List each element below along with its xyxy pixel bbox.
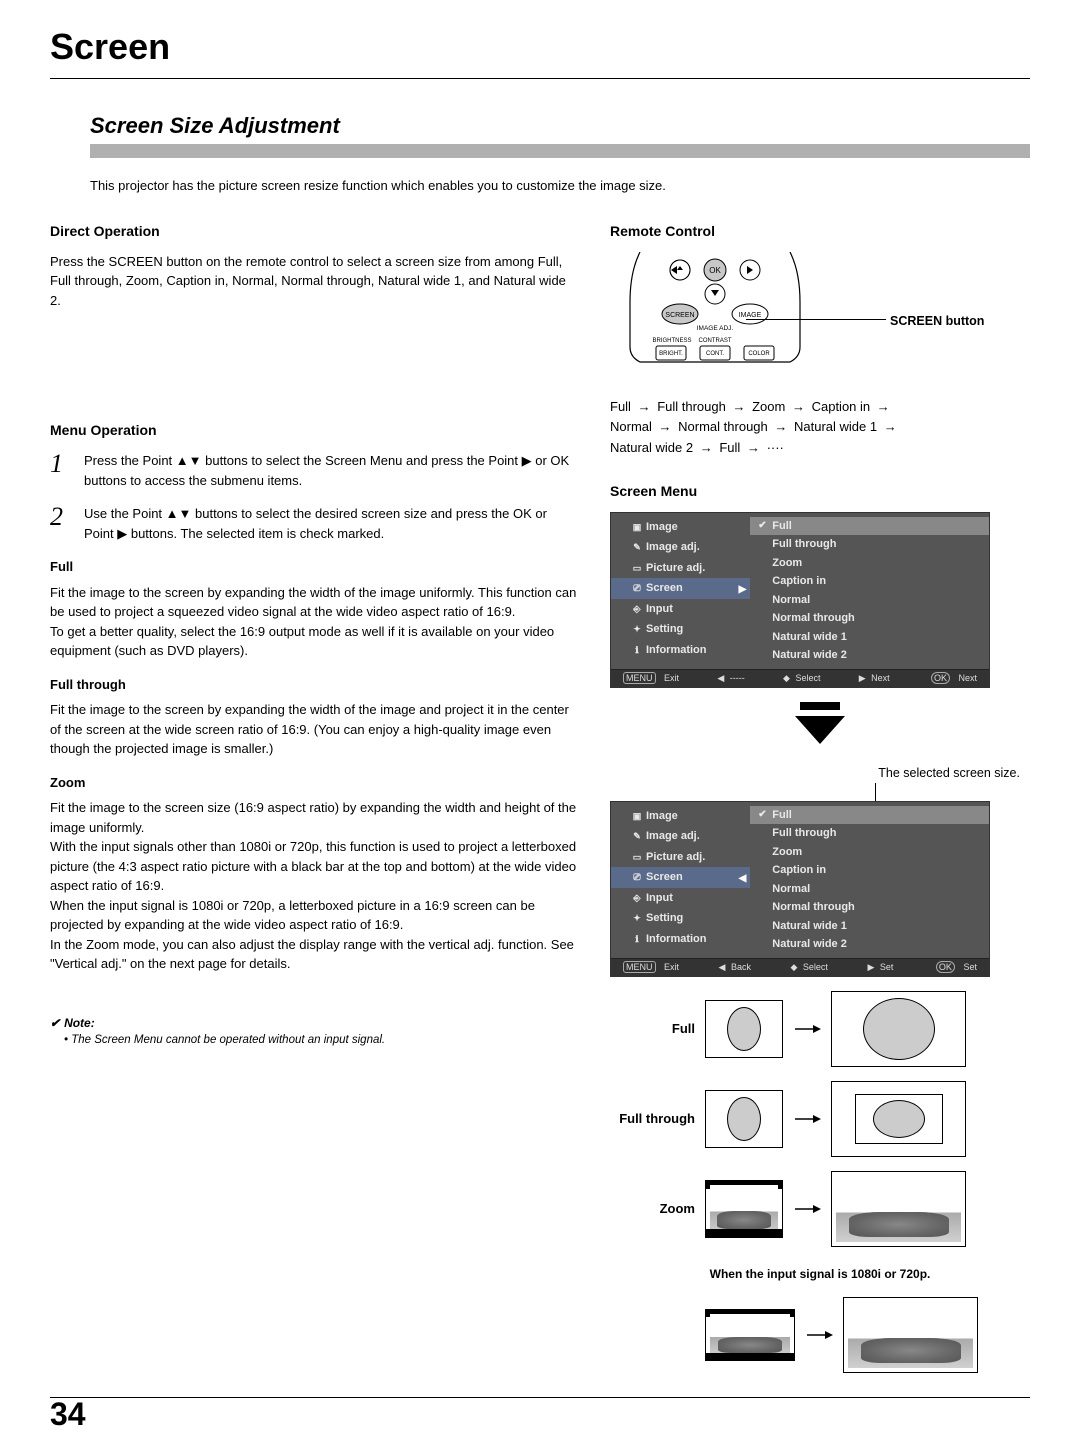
osd-item-setting: ✦Setting bbox=[611, 908, 750, 929]
selected-size-label: The selected screen size. bbox=[610, 764, 1020, 783]
svg-text:BRIGHTNESS: BRIGHTNESS bbox=[652, 338, 691, 344]
svg-text:CONTRAST: CONTRAST bbox=[699, 338, 732, 344]
osd-item-image: ▣Image bbox=[611, 517, 750, 538]
mode-full-body: Fit the image to the screen by expanding… bbox=[50, 583, 580, 661]
divider bbox=[50, 78, 1030, 79]
note-block: Note: • The Screen Menu cannot be operat… bbox=[50, 1014, 580, 1049]
osd-footer: MENU Exit ◀ Back ◆ Select ▶ Set OK Set bbox=[611, 958, 989, 977]
osd-item-image: ▣Image bbox=[611, 806, 750, 827]
right-column: Remote Control OK SCREEN IMAGE IMAGE ADJ… bbox=[610, 221, 1030, 1388]
leader-line bbox=[875, 783, 876, 801]
osd-footer: MENU Exit ◀ ----- ◆ Select ▶ Next OK Nex… bbox=[611, 669, 989, 688]
osd-sub-natural1: Natural wide 1 bbox=[750, 917, 989, 936]
diagram-zoom: Zoom bbox=[610, 1171, 1030, 1247]
svg-text:IMAGE: IMAGE bbox=[739, 312, 762, 319]
osd-item-information: ℹInformation bbox=[611, 929, 750, 950]
osd-sub-natural2: Natural wide 2 bbox=[750, 935, 989, 954]
osd-item-input: ⎆Input bbox=[611, 599, 750, 620]
diagram-full-through: Full through bbox=[610, 1081, 1030, 1157]
osd-sub-captionin: Caption in bbox=[750, 861, 989, 880]
osd-sub-natural2: Natural wide 2 bbox=[750, 646, 989, 665]
screen-menu-heading: Screen Menu bbox=[610, 481, 1030, 502]
step-number: 2 bbox=[50, 504, 72, 543]
svg-text:IMAGE ADJ.: IMAGE ADJ. bbox=[697, 325, 734, 332]
ok-button-label: OK bbox=[709, 266, 721, 275]
remote-heading: Remote Control bbox=[610, 221, 1030, 242]
diagram-full: Full bbox=[610, 991, 1030, 1067]
osd-sub-captionin: Caption in bbox=[750, 572, 989, 591]
mode-zoom-heading: Zoom bbox=[50, 773, 580, 793]
osd-menu-1: ▣Image ✎Image adj. ▭Picture adj. ⎚Screen… bbox=[610, 512, 990, 689]
osd-item-information: ℹInformation bbox=[611, 640, 750, 661]
leader-line bbox=[746, 319, 886, 320]
mode-fullthrough-heading: Full through bbox=[50, 675, 580, 695]
mode-zoom-body: Fit the image to the screen size (16:9 a… bbox=[50, 798, 580, 974]
note-heading: Note: bbox=[50, 1014, 580, 1032]
osd-item-image-adj: ✎Image adj. bbox=[611, 537, 750, 558]
mode-fullthrough-body: Fit the image to the screen by expanding… bbox=[50, 700, 580, 759]
osd-item-input: ⎆Input bbox=[611, 888, 750, 909]
svg-text:BRIGHT.: BRIGHT. bbox=[659, 351, 683, 357]
left-column: Direct Operation Press the SCREEN button… bbox=[50, 221, 580, 1388]
svg-text:CONT.: CONT. bbox=[706, 351, 724, 357]
osd-sub-full: ✔Full bbox=[750, 517, 989, 536]
signal-note: When the input signal is 1080i or 720p. bbox=[610, 1265, 1030, 1283]
osd-sub-normal: Normal bbox=[750, 880, 989, 899]
step-number: 1 bbox=[50, 451, 72, 490]
remote-illustration: OK SCREEN IMAGE IMAGE ADJ. BRIGHTNESS CO… bbox=[610, 252, 1030, 387]
remote-svg: OK SCREEN IMAGE IMAGE ADJ. BRIGHTNESS CO… bbox=[620, 252, 810, 382]
osd-sub-normal: Normal bbox=[750, 591, 989, 610]
step-1: 1 Press the Point ▲▼ buttons to select t… bbox=[50, 451, 580, 490]
mode-full-heading: Full bbox=[50, 557, 580, 577]
osd-sub-full: ✔Full bbox=[750, 806, 989, 825]
step-2: 2 Use the Point ▲▼ buttons to select the… bbox=[50, 504, 580, 543]
section-underline bbox=[90, 144, 1030, 158]
divider bbox=[50, 1397, 1030, 1398]
mode-sequence: Full → Full through → Zoom → Caption in … bbox=[610, 397, 1030, 459]
down-arrow-icon bbox=[610, 698, 1030, 754]
section-title: Screen Size Adjustment bbox=[90, 109, 1030, 142]
direct-operation-heading: Direct Operation bbox=[50, 221, 580, 242]
osd-sub-fullthrough: Full through bbox=[750, 535, 989, 554]
osd-item-screen: ⎚Screen◀ bbox=[611, 867, 750, 888]
osd-item-image-adj: ✎Image adj. bbox=[611, 826, 750, 847]
svg-text:SCREEN: SCREEN bbox=[665, 312, 694, 319]
intro-text: This projector has the picture screen re… bbox=[90, 176, 1030, 196]
osd-menu-2: ▣Image ✎Image adj. ▭Picture adj. ⎚Screen… bbox=[610, 801, 990, 978]
osd-sub-zoom: Zoom bbox=[750, 843, 989, 862]
osd-sub-natural1: Natural wide 1 bbox=[750, 628, 989, 647]
diagram-zoom-1080i bbox=[705, 1297, 1030, 1373]
osd-item-setting: ✦Setting bbox=[611, 619, 750, 640]
osd-item-picture-adj: ▭Picture adj. bbox=[611, 847, 750, 868]
step-text: Press the Point ▲▼ buttons to select the… bbox=[84, 451, 580, 490]
osd-item-picture-adj: ▭Picture adj. bbox=[611, 558, 750, 579]
osd-sub-normalthrough: Normal through bbox=[750, 898, 989, 917]
osd-sub-normalthrough: Normal through bbox=[750, 609, 989, 628]
chapter-title: Screen bbox=[50, 20, 1030, 74]
step-text: Use the Point ▲▼ buttons to select the d… bbox=[84, 504, 580, 543]
svg-text:COLOR: COLOR bbox=[748, 351, 770, 357]
screen-button-callout: SCREEN button bbox=[890, 312, 984, 331]
osd-sub-fullthrough: Full through bbox=[750, 824, 989, 843]
note-body: • The Screen Menu cannot be operated wit… bbox=[64, 1032, 580, 1049]
direct-operation-body: Press the SCREEN button on the remote co… bbox=[50, 252, 580, 311]
osd-item-screen: ⎚Screen▶ bbox=[611, 578, 750, 599]
osd-sub-zoom: Zoom bbox=[750, 554, 989, 573]
page-number: 34 bbox=[50, 1390, 86, 1438]
menu-operation-heading: Menu Operation bbox=[50, 420, 580, 441]
